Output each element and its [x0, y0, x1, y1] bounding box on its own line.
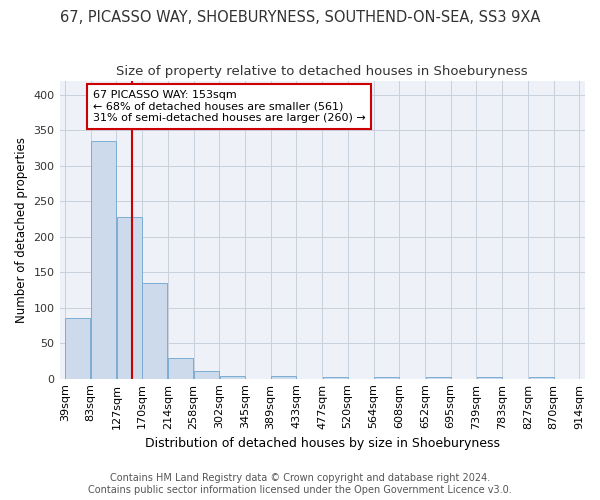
Bar: [194, 371, 219, 378]
Bar: [220, 376, 245, 378]
Text: Contains HM Land Registry data © Crown copyright and database right 2024.
Contai: Contains HM Land Registry data © Crown c…: [88, 474, 512, 495]
Bar: [168, 358, 193, 378]
Bar: [117, 217, 142, 378]
Bar: [271, 376, 296, 378]
Bar: [91, 141, 116, 378]
Bar: [142, 283, 167, 378]
Text: 67, PICASSO WAY, SHOEBURYNESS, SOUTHEND-ON-SEA, SS3 9XA: 67, PICASSO WAY, SHOEBURYNESS, SOUTHEND-…: [60, 10, 540, 25]
Title: Size of property relative to detached houses in Shoeburyness: Size of property relative to detached ho…: [116, 65, 528, 78]
X-axis label: Distribution of detached houses by size in Shoeburyness: Distribution of detached houses by size …: [145, 437, 500, 450]
Text: 67 PICASSO WAY: 153sqm
← 68% of detached houses are smaller (561)
31% of semi-de: 67 PICASSO WAY: 153sqm ← 68% of detached…: [93, 90, 366, 123]
Y-axis label: Number of detached properties: Number of detached properties: [15, 136, 28, 322]
Bar: [65, 318, 91, 378]
